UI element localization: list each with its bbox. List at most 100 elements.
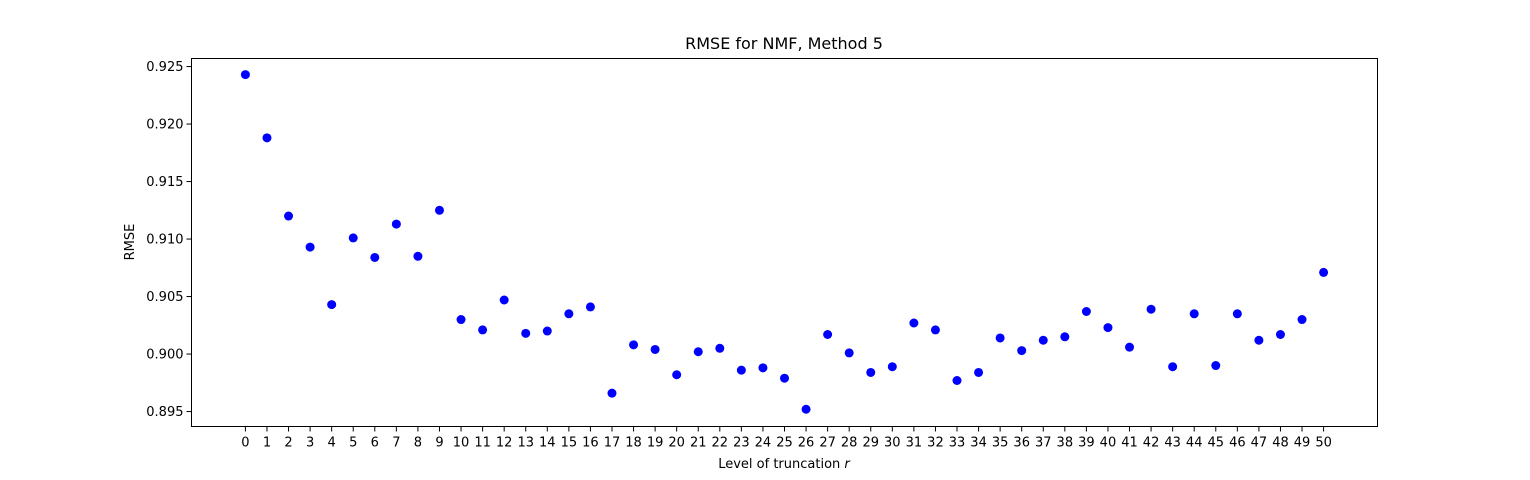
data-point xyxy=(758,363,768,373)
x-tick-label: 27 xyxy=(819,436,836,451)
x-tick-label: 42 xyxy=(1143,436,1160,451)
data-points xyxy=(240,70,1329,414)
y-axis-label: RMSE xyxy=(123,224,138,261)
x-axis: 0 1 2 3 4 5 6 7 8 9 10 11 12 13 14 15 16 17 18 19 20 21 22 23 24… xyxy=(241,426,1332,451)
y-tick-label: 0.905 xyxy=(146,290,183,305)
x-tick-label: 36 xyxy=(1013,436,1030,451)
data-point xyxy=(1060,332,1070,342)
x-tick-label: 41 xyxy=(1121,436,1138,451)
x-tick-label: 48 xyxy=(1272,436,1289,451)
data-point xyxy=(909,318,919,328)
data-point xyxy=(1232,309,1242,319)
y-tick-label: 0.910 xyxy=(146,233,183,248)
y-tick-label: 0.915 xyxy=(146,175,183,190)
data-point xyxy=(801,404,811,414)
x-tick-label: 39 xyxy=(1078,436,1095,451)
data-point xyxy=(887,362,897,372)
x-tick-label: 31 xyxy=(906,436,923,451)
x-tick-label: 35 xyxy=(992,436,1009,451)
data-point xyxy=(262,133,272,143)
data-point xyxy=(521,328,531,338)
x-tick-label: 30 xyxy=(884,436,901,451)
data-point xyxy=(1017,346,1027,356)
plot-frame xyxy=(191,58,1378,427)
x-tick-label: 29 xyxy=(862,436,879,451)
data-point xyxy=(284,211,294,221)
x-tick-label: 18 xyxy=(625,436,642,451)
y-tick-label: 0.895 xyxy=(146,405,183,420)
x-tick-label: 46 xyxy=(1229,436,1246,451)
y-axis: 0.895 0.900 0.905 0.910 0.915 0.920 0.925 xyxy=(146,60,192,420)
x-tick-label: 6 xyxy=(371,436,379,451)
data-point xyxy=(1254,335,1264,345)
data-point xyxy=(974,367,984,377)
x-tick-label: 5 xyxy=(349,436,357,451)
data-point xyxy=(650,344,660,354)
x-tick-label: 8 xyxy=(414,436,422,451)
x-tick-label: 44 xyxy=(1186,436,1203,451)
data-point xyxy=(1297,315,1307,325)
data-point xyxy=(305,242,315,252)
x-tick-label: 43 xyxy=(1164,436,1181,451)
data-point xyxy=(952,376,962,385)
data-point xyxy=(542,326,552,336)
x-tick-label: 21 xyxy=(690,436,707,451)
x-tick-label: 14 xyxy=(539,436,556,451)
x-tick-label: 45 xyxy=(1207,436,1224,451)
x-axis-label: Level of truncation r xyxy=(718,457,851,472)
x-tick-label: 38 xyxy=(1057,436,1074,451)
data-point xyxy=(607,388,617,398)
data-point xyxy=(736,365,746,375)
x-tick-label: 1 xyxy=(263,436,271,451)
x-tick-label: 24 xyxy=(755,436,772,451)
data-point xyxy=(1275,330,1285,339)
data-point xyxy=(391,219,401,229)
x-tick-label: 10 xyxy=(453,436,470,451)
x-tick-label: 22 xyxy=(712,436,729,451)
data-point xyxy=(844,348,854,358)
x-tick-label: 0 xyxy=(241,436,249,451)
x-tick-label: 28 xyxy=(841,436,858,451)
x-tick-label: 25 xyxy=(776,436,793,451)
x-tick-label: 13 xyxy=(517,436,534,451)
data-point xyxy=(240,70,250,80)
x-tick-label: 50 xyxy=(1315,436,1332,451)
data-point xyxy=(370,252,380,262)
data-point xyxy=(823,330,833,339)
data-point xyxy=(629,340,639,350)
x-tick-label: 33 xyxy=(949,436,966,451)
data-point xyxy=(1319,267,1329,277)
data-point xyxy=(1168,362,1178,372)
data-point xyxy=(693,347,703,357)
x-tick-label: 3 xyxy=(306,436,314,451)
data-point xyxy=(499,295,509,305)
data-point xyxy=(715,343,725,353)
y-tick-label: 0.920 xyxy=(146,118,183,133)
x-tick-label: 40 xyxy=(1100,436,1117,451)
data-point xyxy=(1211,361,1221,371)
x-tick-label: 7 xyxy=(392,436,400,451)
data-point xyxy=(348,233,358,243)
x-tick-label: 12 xyxy=(496,436,513,451)
data-point xyxy=(585,302,595,312)
data-point xyxy=(1038,335,1048,345)
data-point xyxy=(1081,307,1091,316)
chart-title: RMSE for NMF, Method 5 xyxy=(685,34,883,53)
y-tick-label: 0.900 xyxy=(146,348,183,363)
x-tick-label: 20 xyxy=(668,436,685,451)
x-tick-label: 32 xyxy=(927,436,944,451)
data-point xyxy=(456,315,466,325)
y-tick-label: 0.925 xyxy=(146,60,183,75)
data-point xyxy=(1189,309,1199,319)
data-point xyxy=(672,370,682,380)
data-point xyxy=(478,325,488,335)
data-point xyxy=(1146,304,1156,314)
data-point xyxy=(995,333,1005,343)
x-tick-label: 17 xyxy=(604,436,621,451)
data-point xyxy=(413,251,423,261)
data-point xyxy=(564,309,574,319)
x-tick-label: 11 xyxy=(474,436,491,451)
x-tick-label: 23 xyxy=(733,436,750,451)
data-point xyxy=(1103,323,1113,333)
